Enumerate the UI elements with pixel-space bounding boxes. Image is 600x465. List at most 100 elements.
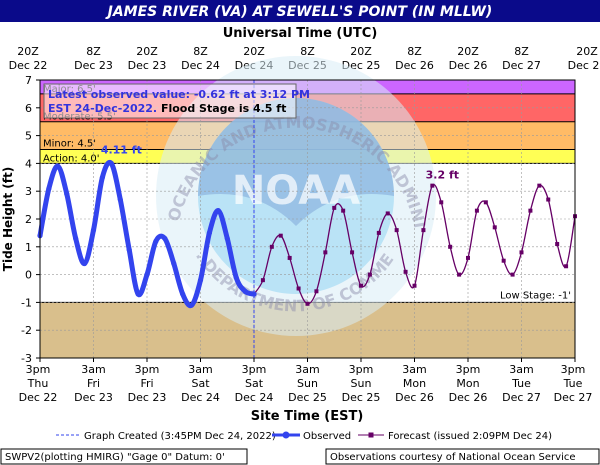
forecast-point xyxy=(287,255,292,260)
peak-annotation: 3.2 ft xyxy=(426,169,459,182)
bottom-tick-day: Thu xyxy=(27,377,49,390)
y-tick-label: 7 xyxy=(25,74,32,87)
forecast-point xyxy=(412,283,417,288)
bottom-tick-day: Sun xyxy=(297,377,318,390)
forecast-point xyxy=(430,183,435,188)
forecast-point xyxy=(483,200,488,205)
bottom-tick-time: 3pm xyxy=(456,363,481,376)
annotations: 4.11 ft 3.2 ft xyxy=(101,143,459,181)
title-bar xyxy=(0,0,600,22)
forecast-point xyxy=(519,250,524,255)
forecast-point xyxy=(332,205,337,210)
forecast-point xyxy=(448,244,453,249)
forecast-point xyxy=(350,250,355,255)
bottom-tick-time: 3pm xyxy=(242,363,267,376)
observed-point xyxy=(64,191,70,197)
bottom-tick-time: 3pm xyxy=(26,363,51,376)
top-tick-time: 8Z xyxy=(407,45,422,58)
bottom-tick-time: 3pm xyxy=(349,363,374,376)
observed-point xyxy=(46,185,52,192)
x-axis-label: Site Time (EST) xyxy=(251,409,364,424)
logo-bird-shape xyxy=(198,98,394,226)
y-tick-label: 3 xyxy=(25,185,32,198)
footer-right-text: Observations courtesy of National Ocean … xyxy=(330,452,576,463)
legend: Graph Created (3:45PM Dec 24, 2022) Obse… xyxy=(56,431,552,442)
y-axis: 7 6 5 4 3 2 1 0 -1 -2 -3 xyxy=(21,74,40,365)
bottom-tick-time: 3am xyxy=(295,363,319,376)
bottom-tick-day: Mon xyxy=(403,377,426,390)
top-tick-date: Dec 27 xyxy=(502,59,541,72)
bottom-tick-day: Mon xyxy=(456,377,479,390)
bottom-tick-day: Fri xyxy=(87,377,100,390)
observed-point xyxy=(108,160,114,166)
top-tick-time: 20Z xyxy=(350,45,372,58)
legend-forecast-marker xyxy=(368,432,374,438)
y-tick-label: 4 xyxy=(25,157,32,170)
observed-point xyxy=(81,260,88,267)
forecast-point xyxy=(564,264,569,269)
footer-left-box xyxy=(0,448,248,465)
bottom-tick-date: Dec 25 xyxy=(288,391,327,404)
observed-point xyxy=(55,163,61,169)
top-tick-time: 20Z xyxy=(17,45,39,58)
top-tick-date: Dec 26 xyxy=(449,59,488,72)
top-tick-time: 20Z xyxy=(576,45,598,58)
forecast-point xyxy=(492,225,497,230)
bottom-tick-time: 3pm xyxy=(561,363,586,376)
forecast-point xyxy=(260,278,265,283)
forecast-point xyxy=(528,208,533,213)
observed-point xyxy=(117,196,123,203)
top-tick-time: 8Z xyxy=(514,45,529,58)
bottom-tick-date: Dec 26 xyxy=(449,391,488,404)
series-layer xyxy=(37,159,577,309)
observed-point xyxy=(197,277,204,283)
y-tick-label: -2 xyxy=(21,324,32,337)
forecast-point xyxy=(546,197,551,202)
top-tick-date: Dec 22 xyxy=(9,59,48,72)
peak-annotation: 4.11 ft xyxy=(101,143,142,156)
forecast-point xyxy=(359,283,363,288)
forecast-point xyxy=(457,272,462,277)
bottom-tick-date: Dec 25 xyxy=(342,391,381,404)
observed-point xyxy=(73,235,79,242)
bottom-tick-date: Dec 22 xyxy=(19,391,58,404)
top-axis-label: Universal Time (UTC) xyxy=(223,26,378,41)
legend-forecast-text: Forecast (issued 2:09PM Dec 24) xyxy=(388,431,552,442)
bottom-tick-time: 3am xyxy=(509,363,533,376)
footer-left-text: SWPV2(plotting HMIRG) "Gage 0" Datum: 0' xyxy=(5,452,225,463)
legend-observed-text: Observed xyxy=(303,431,351,442)
observed-point xyxy=(251,291,257,297)
top-tick-date: Dec 27 xyxy=(568,59,600,72)
latest-observed-box: Latest observed value: -0.62 ft at 3:12 … xyxy=(43,83,310,119)
forecast-point xyxy=(305,301,310,306)
forecast-point xyxy=(278,233,283,238)
info-box-line1: Latest observed value: -0.62 ft at 3:12 … xyxy=(48,88,310,101)
top-tick-date: Dec 24 xyxy=(181,59,220,72)
forecast-point xyxy=(555,242,560,247)
info-box-line2: EST 24-Dec-2022. Flood Stage is 4.5 ft xyxy=(48,102,286,115)
stage-label-minor: Minor: 4.5' xyxy=(43,139,96,150)
forecast-point xyxy=(367,272,372,277)
top-tick-time: 8Z xyxy=(300,45,315,58)
info-box-frame xyxy=(43,83,297,119)
forecast-point xyxy=(466,255,470,260)
stage-label-low: Low Stage: -1' xyxy=(500,290,571,301)
forecast-point xyxy=(537,183,542,188)
top-tick-time: 20Z xyxy=(243,45,265,58)
observed-point xyxy=(135,291,141,297)
bottom-tick-time: 3am xyxy=(188,363,212,376)
y-tick-label: 0 xyxy=(25,269,32,282)
info-box-date: EST 24-Dec-2022. xyxy=(48,102,157,115)
observed-point xyxy=(233,274,239,280)
forecast-point xyxy=(323,250,328,255)
bottom-tick-day: Fri xyxy=(140,377,153,390)
y-tick-label: 2 xyxy=(25,213,32,226)
forecast-point xyxy=(439,200,444,205)
bottom-tick-date: Dec 26 xyxy=(395,391,434,404)
bottom-tick-day: Sat xyxy=(191,377,210,390)
forecast-point xyxy=(510,272,515,277)
bottom-tick-day: Sat xyxy=(245,377,264,390)
observed-point xyxy=(215,208,221,214)
